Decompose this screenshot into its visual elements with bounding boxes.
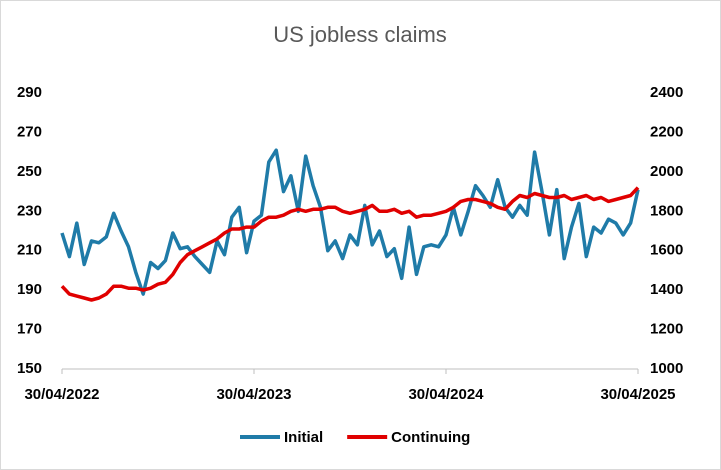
y-tick-label: 250 (17, 163, 42, 180)
x-tick-label: 30/04/2023 (216, 386, 291, 403)
legend-label: Initial (284, 429, 323, 446)
y2-tick-label: 1400 (650, 281, 683, 298)
y2-tick-label: 2400 (650, 84, 683, 101)
x-tick-label: 30/04/2024 (408, 386, 484, 403)
series-line (60, 148, 640, 296)
y-tick-label: 230 (17, 202, 42, 219)
y2-tick-label: 2200 (650, 123, 683, 140)
series-line (60, 186, 640, 302)
y-tick-label: 150 (17, 360, 42, 377)
y-tick-label: 290 (17, 84, 42, 101)
y-tick-label: 210 (17, 242, 42, 259)
y2-tick-label: 2000 (650, 163, 683, 180)
y2-tick-label: 1200 (650, 321, 683, 338)
y-tick-label: 270 (17, 123, 42, 140)
y2-tick-label: 1800 (650, 202, 683, 219)
y2-tick-label: 1600 (650, 242, 683, 259)
x-tick-label: 30/04/2025 (600, 386, 675, 403)
y2-tick-label: 1000 (650, 360, 683, 377)
x-tick-label: 30/04/2022 (24, 386, 99, 403)
chart-title: US jobless claims (273, 22, 447, 47)
y-tick-label: 190 (17, 281, 42, 298)
legend-label: Continuing (391, 429, 470, 446)
y-tick-label: 170 (17, 321, 42, 338)
